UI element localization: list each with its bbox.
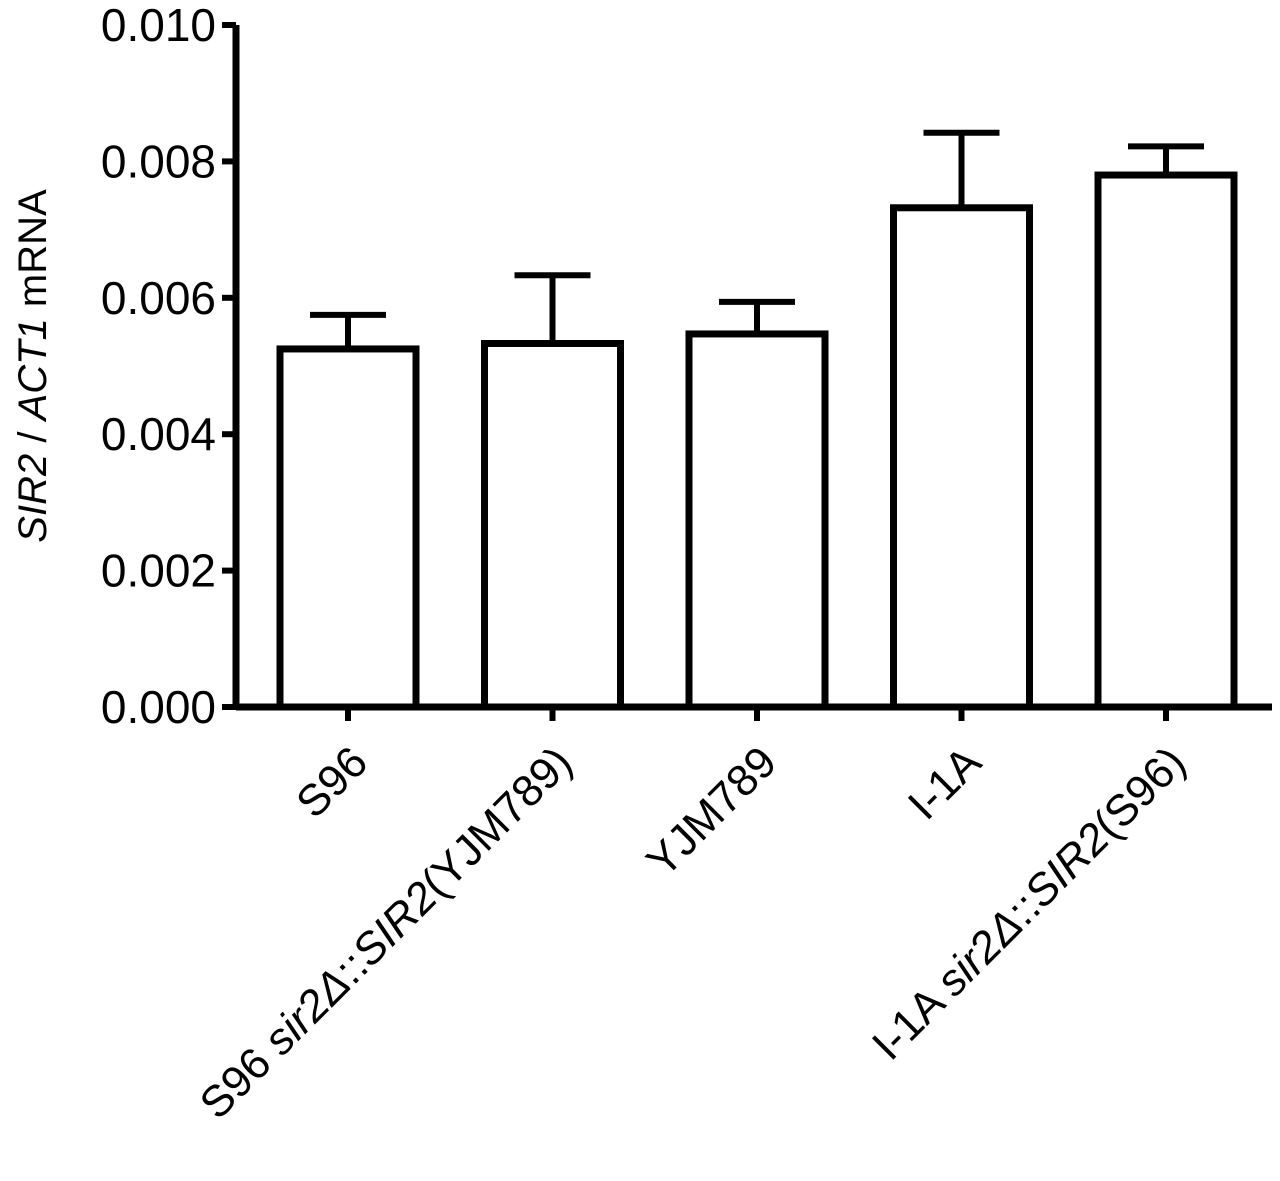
y-tick-label: 0.006 bbox=[101, 272, 216, 324]
y-tick-label: 0.002 bbox=[101, 545, 216, 597]
label-part: I-1A bbox=[899, 737, 991, 829]
y-tick-label: 0.004 bbox=[101, 408, 216, 460]
bars bbox=[276, 171, 1238, 711]
y-ticks: 0.000 0.002 0.004 0.006 0.008 0.010 bbox=[101, 0, 236, 733]
label-part: SIR2 bbox=[11, 454, 55, 543]
y-axis-title: SIR2 / ACT1 mRNA bbox=[11, 189, 55, 543]
label-part: YJM789 bbox=[637, 737, 786, 886]
x-tick-label: YJM789 bbox=[637, 737, 786, 886]
label-part: / bbox=[11, 420, 55, 453]
label-part: ACT1 bbox=[11, 318, 55, 422]
bar bbox=[890, 204, 1033, 711]
label-part: (YJM789) bbox=[412, 737, 582, 907]
y-tick-label: 0.008 bbox=[101, 135, 216, 187]
label-part: mRNA bbox=[11, 189, 55, 318]
x-tick-label: I-1A bbox=[899, 737, 991, 829]
y-tick-label: 0.000 bbox=[101, 681, 216, 733]
y-axis-label: SIR2 / ACT1 mRNA bbox=[11, 189, 55, 543]
bar bbox=[481, 339, 624, 711]
bar bbox=[1094, 171, 1238, 711]
x-tick-label: S96 sir2Δ::SIR2(YJM789) bbox=[191, 737, 582, 1128]
x-tick-label: S96 bbox=[287, 737, 377, 827]
bar bbox=[276, 345, 420, 711]
label-part: S96 bbox=[287, 737, 377, 827]
error-bars bbox=[310, 129, 1204, 349]
y-tick-label: 0.010 bbox=[101, 0, 216, 51]
bar bbox=[685, 330, 829, 711]
